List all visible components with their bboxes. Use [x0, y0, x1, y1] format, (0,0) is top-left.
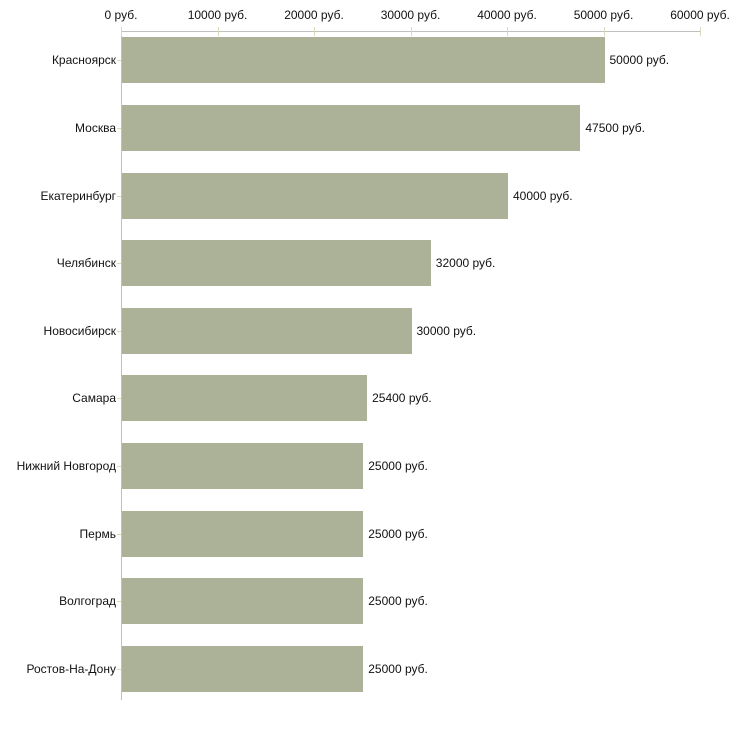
category-label: Красноярск — [51, 53, 116, 68]
x-tick-mark — [410, 27, 412, 36]
value-label: 30000 руб. — [416, 323, 477, 338]
value-label: 25400 руб. — [372, 391, 432, 406]
value-label: 25000 руб. — [368, 526, 428, 541]
x-tick-mark — [700, 27, 701, 36]
category-label: Пермь — [79, 526, 116, 541]
x-tick-mark — [217, 27, 219, 36]
x-tick-mark — [314, 27, 315, 36]
value-label: 25000 руб. — [368, 459, 428, 474]
category-label: Екатеринбург — [40, 188, 117, 203]
value-label: 40000 руб. — [513, 188, 573, 203]
x-tick-label: 20000 руб. — [284, 8, 344, 22]
x-tick-label: 10000 руб. — [187, 8, 248, 22]
bar — [122, 240, 431, 287]
category-tick-mark — [117, 398, 121, 400]
bar — [122, 37, 605, 84]
bar — [122, 307, 412, 354]
category-label: Самара — [72, 391, 116, 406]
bar — [122, 443, 364, 490]
category-tick-mark — [117, 195, 121, 197]
x-tick-label: 30000 руб. — [380, 8, 441, 22]
category-tick-mark — [117, 601, 121, 603]
category-tick-mark — [117, 127, 121, 129]
y-axis-line — [121, 31, 122, 700]
x-tick-mark — [121, 27, 122, 36]
category-label: Волгоград — [59, 594, 116, 609]
value-label: 47500 руб. — [585, 120, 645, 135]
value-label: 25000 руб. — [368, 594, 428, 609]
x-tick-label: 0 руб. — [104, 8, 138, 22]
bar — [122, 104, 581, 151]
category-tick-mark — [117, 533, 121, 535]
bar — [122, 578, 364, 625]
bar — [122, 510, 364, 557]
category-tick-mark — [117, 330, 121, 332]
category-label: Новосибирск — [43, 323, 116, 338]
x-tick-label: 40000 руб. — [477, 8, 537, 22]
bar — [122, 172, 508, 219]
category-tick-mark — [117, 466, 121, 468]
category-tick-mark — [117, 60, 121, 62]
category-tick-mark — [117, 263, 121, 265]
x-tick-label: 60000 руб. — [670, 8, 730, 22]
category-label: Москва — [75, 120, 116, 135]
x-tick-mark — [603, 27, 605, 36]
value-label: 25000 руб. — [368, 662, 428, 677]
category-label: Ростов-На-Дону — [26, 662, 116, 677]
x-tick-mark — [507, 27, 508, 36]
bar — [122, 375, 368, 422]
value-label: 32000 руб. — [435, 256, 496, 271]
x-tick-label: 50000 руб. — [573, 8, 634, 22]
category-label: Нижний Новгород — [16, 459, 116, 474]
value-label: 50000 руб. — [609, 53, 670, 68]
category-label: Челябинск — [56, 256, 116, 271]
category-tick-mark — [117, 669, 121, 671]
bar — [122, 646, 364, 693]
